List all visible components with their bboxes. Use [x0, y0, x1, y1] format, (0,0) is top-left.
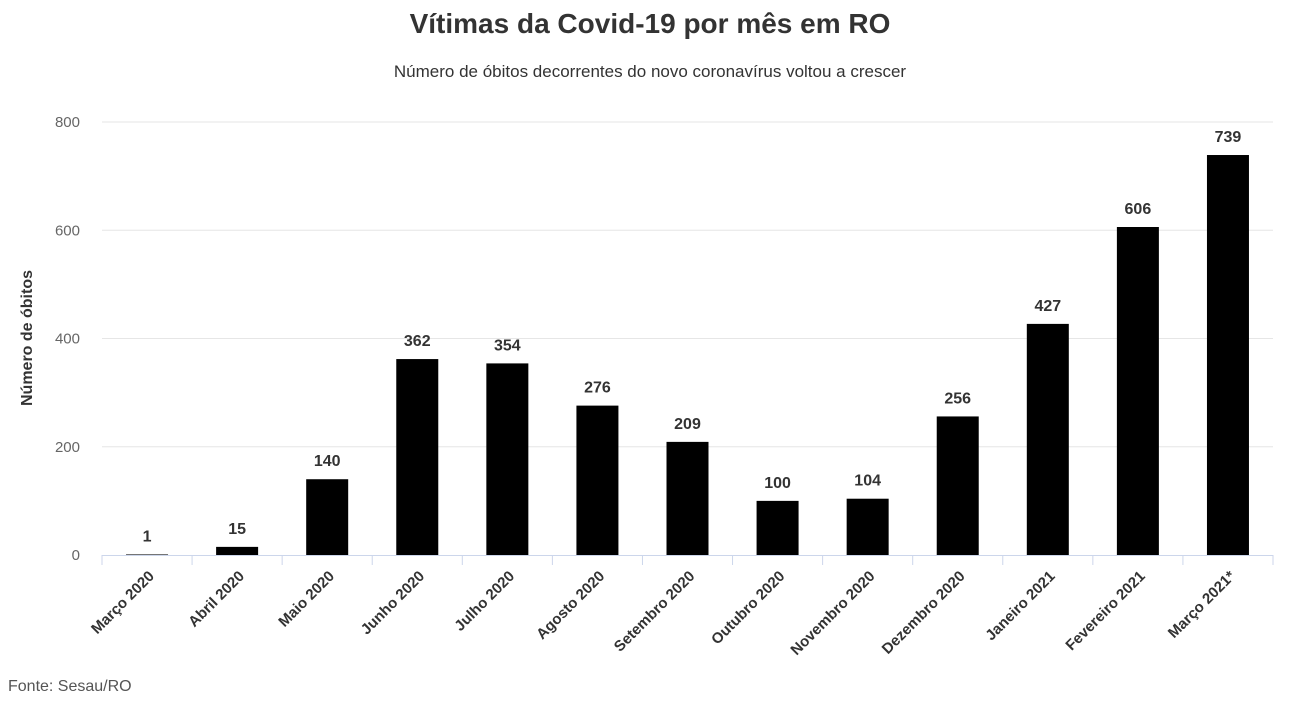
data-label: 100: [764, 475, 791, 492]
bar: [846, 498, 889, 555]
data-label: 739: [1215, 129, 1242, 146]
bar: [756, 500, 799, 555]
data-label: 15: [228, 521, 246, 538]
x-tick-label: Janeiro 2021: [982, 568, 1058, 644]
chart-subtitle: Número de óbitos decorrentes do novo cor…: [393, 62, 907, 81]
bar: [486, 363, 529, 555]
x-tick-label: Agosto 2020: [533, 568, 608, 643]
x-tick-label: Abril 2020: [185, 568, 248, 631]
data-label: 1: [143, 528, 152, 545]
y-tick-label: 600: [55, 222, 80, 239]
bar: [1026, 323, 1069, 555]
bar: [126, 554, 169, 555]
data-label: 427: [1034, 298, 1061, 315]
x-tick-label: Novembro 2020: [787, 568, 878, 659]
bar: [1116, 227, 1159, 555]
bar: [396, 359, 439, 555]
bar: [216, 546, 259, 555]
chart-title: Vítimas da Covid-19 por mês em RO: [409, 8, 891, 39]
data-label: 104: [854, 473, 881, 490]
data-label: 606: [1125, 201, 1152, 218]
bar: [936, 416, 979, 555]
data-label: 140: [314, 453, 341, 470]
x-tick-label: Março 2021*: [1165, 568, 1239, 642]
gridlines: [102, 121, 1273, 448]
x-tick-label: Junho 2020: [358, 568, 428, 638]
y-axis-title: Número de óbitos: [19, 270, 36, 406]
data-label: 362: [404, 333, 431, 350]
y-tick-label: 800: [55, 114, 80, 131]
x-tick-label: Julho 2020: [451, 568, 518, 635]
data-labels: 1 15 140 362 354 276 209 100 104 256 427 606 739: [143, 129, 1242, 545]
x-tick-label: Fevereiro 2021: [1062, 568, 1148, 654]
x-tick-label: Setembro 2020: [611, 568, 698, 655]
data-label: 209: [674, 416, 701, 433]
y-tick-label: 400: [55, 331, 80, 348]
data-label: 276: [584, 380, 611, 397]
x-axis: Março 2020 Abril 2020 Maio 2020 Junho 2020 J…: [88, 555, 1274, 659]
x-tick-label: Março 2020: [88, 568, 158, 638]
y-axis-ticks: 0 200 400 600 800: [55, 114, 80, 564]
bar: [306, 479, 349, 555]
data-label: 354: [494, 337, 521, 354]
bar: [666, 441, 709, 555]
bar: [576, 405, 619, 555]
bars: [126, 155, 1249, 556]
y-tick-label: 200: [55, 439, 80, 456]
source-note: Fonte: Sesau/RO: [8, 678, 132, 695]
x-tick-label: Maio 2020: [275, 568, 338, 631]
bar: [1206, 155, 1249, 556]
x-tick-label: Dezembro 2020: [879, 568, 969, 658]
y-tick-label: 0: [72, 547, 80, 564]
data-label: 256: [944, 390, 971, 407]
x-tick-label: Outubro 2020: [708, 568, 788, 648]
